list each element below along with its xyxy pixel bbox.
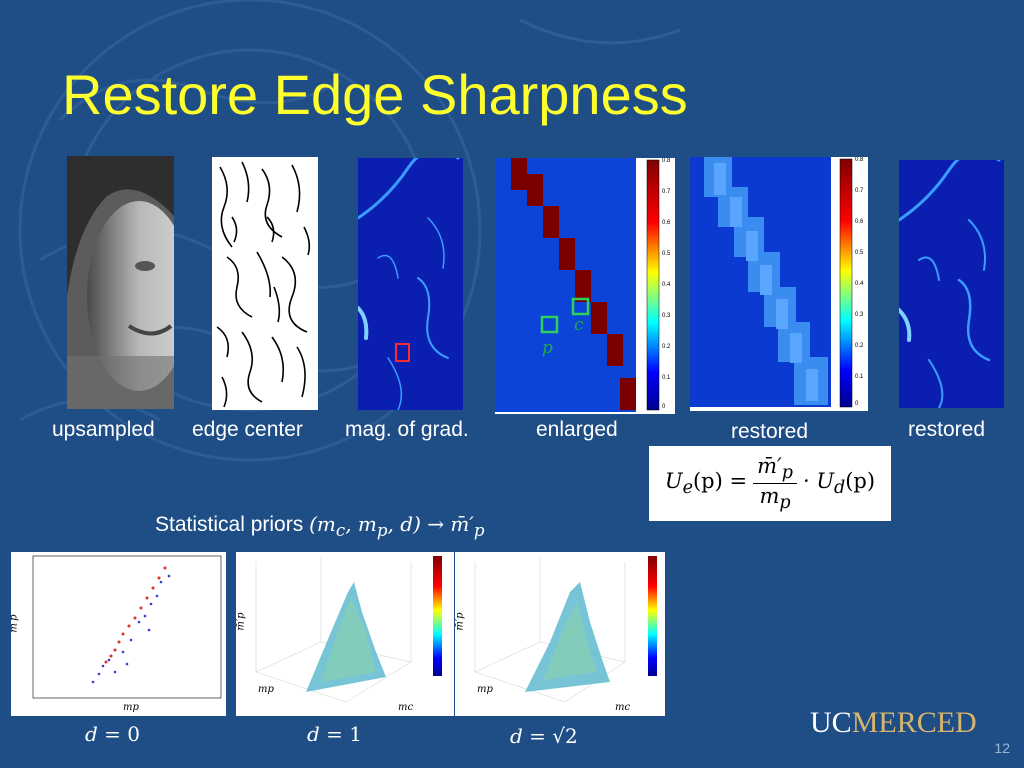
- tick-label: 0.2: [662, 344, 671, 350]
- marker-c-label: c: [574, 315, 584, 335]
- d-label-sqrt2: d = √2: [510, 724, 578, 748]
- d-label-0: d = 0: [85, 722, 140, 746]
- tick-label: 0.4: [662, 282, 671, 288]
- tick-label: 0.6: [662, 220, 671, 226]
- tick-label: 0: [855, 401, 859, 407]
- plot3-ylabel: m̄′p: [455, 612, 466, 631]
- restored-patch-image: 0.8 0.7 0.6 0.5 0.4 0.3 0.2 0.1 0: [690, 157, 868, 411]
- uc-merced-logo: UCMERCED: [810, 706, 977, 740]
- d-var: d: [510, 724, 523, 748]
- formula-den-symbol: m: [759, 484, 780, 508]
- formula-num-symbol: m̄′: [757, 453, 782, 478]
- priors-expr-open: (m: [309, 512, 336, 536]
- caption-edge-center: edge center: [192, 418, 303, 441]
- formula-lhs-sub: e: [682, 478, 693, 499]
- plot3-xlabel-mc: mc: [615, 702, 631, 713]
- tick-label: 0.5: [662, 251, 671, 257]
- logo-merced: MERCED: [851, 706, 977, 739]
- enlarged-colorbar-ticks: 0.8 0.7 0.6 0.5 0.4 0.3 0.2 0.1 0: [662, 158, 675, 414]
- caption-restored-image: restored: [908, 418, 986, 441]
- priors-label: Statistical priors: [155, 513, 304, 536]
- gradient-magnitude-image: [358, 158, 463, 410]
- tick-label: 0.7: [855, 188, 864, 194]
- tick-label: 0.8: [855, 157, 864, 163]
- restored-colorbar-ticks: 0.8 0.7 0.6 0.5 0.4 0.3 0.2 0.1 0: [855, 157, 868, 411]
- plot1-ylabel: m̄′p: [11, 614, 20, 633]
- tick-label: 0.3: [855, 312, 864, 318]
- caption-mag-grad: mag. of grad.: [345, 418, 469, 441]
- tick-label: 0.6: [855, 219, 864, 225]
- formula-lhs-symbol: U: [664, 468, 683, 493]
- formula-rhs: · Ud(p): [803, 469, 875, 498]
- formula-fraction: m̄′p mp: [753, 454, 797, 513]
- priors-sub-c: c: [335, 521, 346, 540]
- upsampled-image: [67, 156, 174, 409]
- edge-center-image: [212, 157, 318, 410]
- formula-lhs: Ue(p) =: [665, 469, 747, 498]
- formula-rhs-arg: (p): [845, 468, 876, 493]
- caption-upsampled: upsampled: [52, 418, 155, 441]
- formula-numerator: m̄′p: [753, 454, 797, 484]
- tick-label: 0: [662, 404, 666, 410]
- scatter-plot-d0: m̄′p mp: [11, 552, 226, 716]
- formula-rhs-sub: d: [834, 478, 846, 499]
- d-var: d: [85, 722, 98, 746]
- tick-label: 0.1: [855, 374, 864, 380]
- d-label-1: d = 1: [307, 722, 362, 746]
- d-value: = 1: [319, 722, 363, 746]
- plot2-ylabel: m̄′p: [236, 612, 247, 631]
- priors-sub-p: p: [376, 521, 388, 540]
- priors-sub-p2: p: [473, 521, 485, 540]
- plot2-xlabel-mp: mp: [258, 684, 274, 695]
- tick-label: 0.4: [855, 281, 864, 287]
- plot2-xlabel-mc: mc: [398, 702, 414, 713]
- d-value: = √2: [522, 724, 578, 748]
- formula-num-sub: p: [781, 463, 793, 483]
- enlarged-patch-image: c p 0.8 0.7 0.6 0.5 0.4 0.3 0.2 0.1 0: [495, 158, 675, 414]
- restored-gradient-image: [899, 160, 1004, 408]
- slide-number: 12: [994, 740, 1010, 756]
- statistical-priors: Statistical priors (mc, mp, d) → m̄′p: [155, 512, 485, 540]
- surface-plot-d1: m̄′p mp mc: [236, 552, 454, 716]
- tick-label: 0.8: [662, 158, 671, 164]
- caption-enlarged: enlarged: [536, 418, 618, 441]
- slide-title: Restore Edge Sharpness: [62, 63, 688, 126]
- priors-expr-mid2: , d) → m̄′: [387, 512, 474, 536]
- d-var: d: [307, 722, 320, 746]
- tick-label: 0.7: [662, 189, 671, 195]
- plot1-xlabel: mp: [123, 702, 139, 713]
- d-value: = 0: [97, 722, 141, 746]
- logo-uc: UC: [810, 706, 852, 739]
- formula-den-sub: p: [779, 493, 791, 514]
- tick-label: 0.1: [662, 375, 671, 381]
- tick-label: 0.5: [855, 250, 864, 256]
- plot3-xlabel-mp: mp: [477, 684, 493, 695]
- priors-expr-mid1: , m: [345, 512, 377, 536]
- priors-expression: (mc, mp, d) → m̄′p: [309, 512, 484, 540]
- marker-p-label: p: [542, 338, 553, 358]
- formula-rhs-symbol: · U: [802, 468, 835, 493]
- formula-denominator: mp: [755, 484, 794, 513]
- restoration-formula: Ue(p) = m̄′p mp · Ud(p): [649, 446, 891, 521]
- caption-restored-map: restored: [731, 420, 809, 443]
- formula-lhs-arg: (p) =: [692, 468, 748, 493]
- surface-plot-d-sqrt2: m̄′p mp mc: [455, 552, 665, 716]
- tick-label: 0.3: [662, 313, 671, 319]
- tick-label: 0.2: [855, 343, 864, 349]
